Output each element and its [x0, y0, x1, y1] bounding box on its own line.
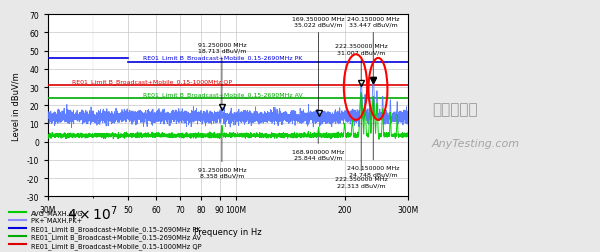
Text: 91.250000 MHz
8.358 dBuV/m: 91.250000 MHz 8.358 dBuV/m	[197, 129, 246, 178]
Text: 168.900000 MHz
25.844 dBuV/m: 168.900000 MHz 25.844 dBuV/m	[292, 130, 344, 160]
Text: RE01_Limit B_Broadcast+Mobile_0.15-1000MHz QP: RE01_Limit B_Broadcast+Mobile_0.15-1000M…	[72, 79, 232, 85]
X-axis label: Frequency in Hz: Frequency in Hz	[194, 227, 262, 236]
Text: RE01_Limit B_Broadcast+Mobile_0.15-2690MHz PK: RE01_Limit B_Broadcast+Mobile_0.15-2690M…	[143, 55, 302, 60]
Text: 91.250000 MHz
18.713 dBuV/m: 91.250000 MHz 18.713 dBuV/m	[197, 43, 246, 105]
Text: 222.350000 MHz
22.313 dBuV/m: 222.350000 MHz 22.313 dBuV/m	[335, 96, 388, 187]
Text: AnyTesting.com: AnyTesting.com	[432, 138, 520, 148]
Text: RE01_Limit B_Broadcast+Mobile_0.15-2690MHz AV: RE01_Limit B_Broadcast+Mobile_0.15-2690M…	[143, 92, 302, 98]
Text: 240.150000 MHz
24.748 dBuV/m: 240.150000 MHz 24.748 dBuV/m	[347, 100, 400, 176]
Legend: AVG_MAXH.AVG, PK+ MAXH.PK+, RE01_Limit B_Broadcast+Mobile_0.15-2690MHz PK, RE01_: AVG_MAXH.AVG, PK+ MAXH.PK+, RE01_Limit B…	[10, 209, 202, 249]
Text: 222.350000 MHz
31.007 dBuV/m: 222.350000 MHz 31.007 dBuV/m	[335, 44, 388, 81]
Text: 240.150000 MHz
33.447 dBuV/m: 240.150000 MHz 33.447 dBuV/m	[347, 17, 400, 78]
Text: 嘉峪检测网: 嘉峪检测网	[432, 102, 478, 116]
Text: 169.350000 MHz
35.022 dBuV/m: 169.350000 MHz 35.022 dBuV/m	[292, 17, 345, 110]
Y-axis label: Level in dBuV/m: Level in dBuV/m	[12, 72, 21, 140]
